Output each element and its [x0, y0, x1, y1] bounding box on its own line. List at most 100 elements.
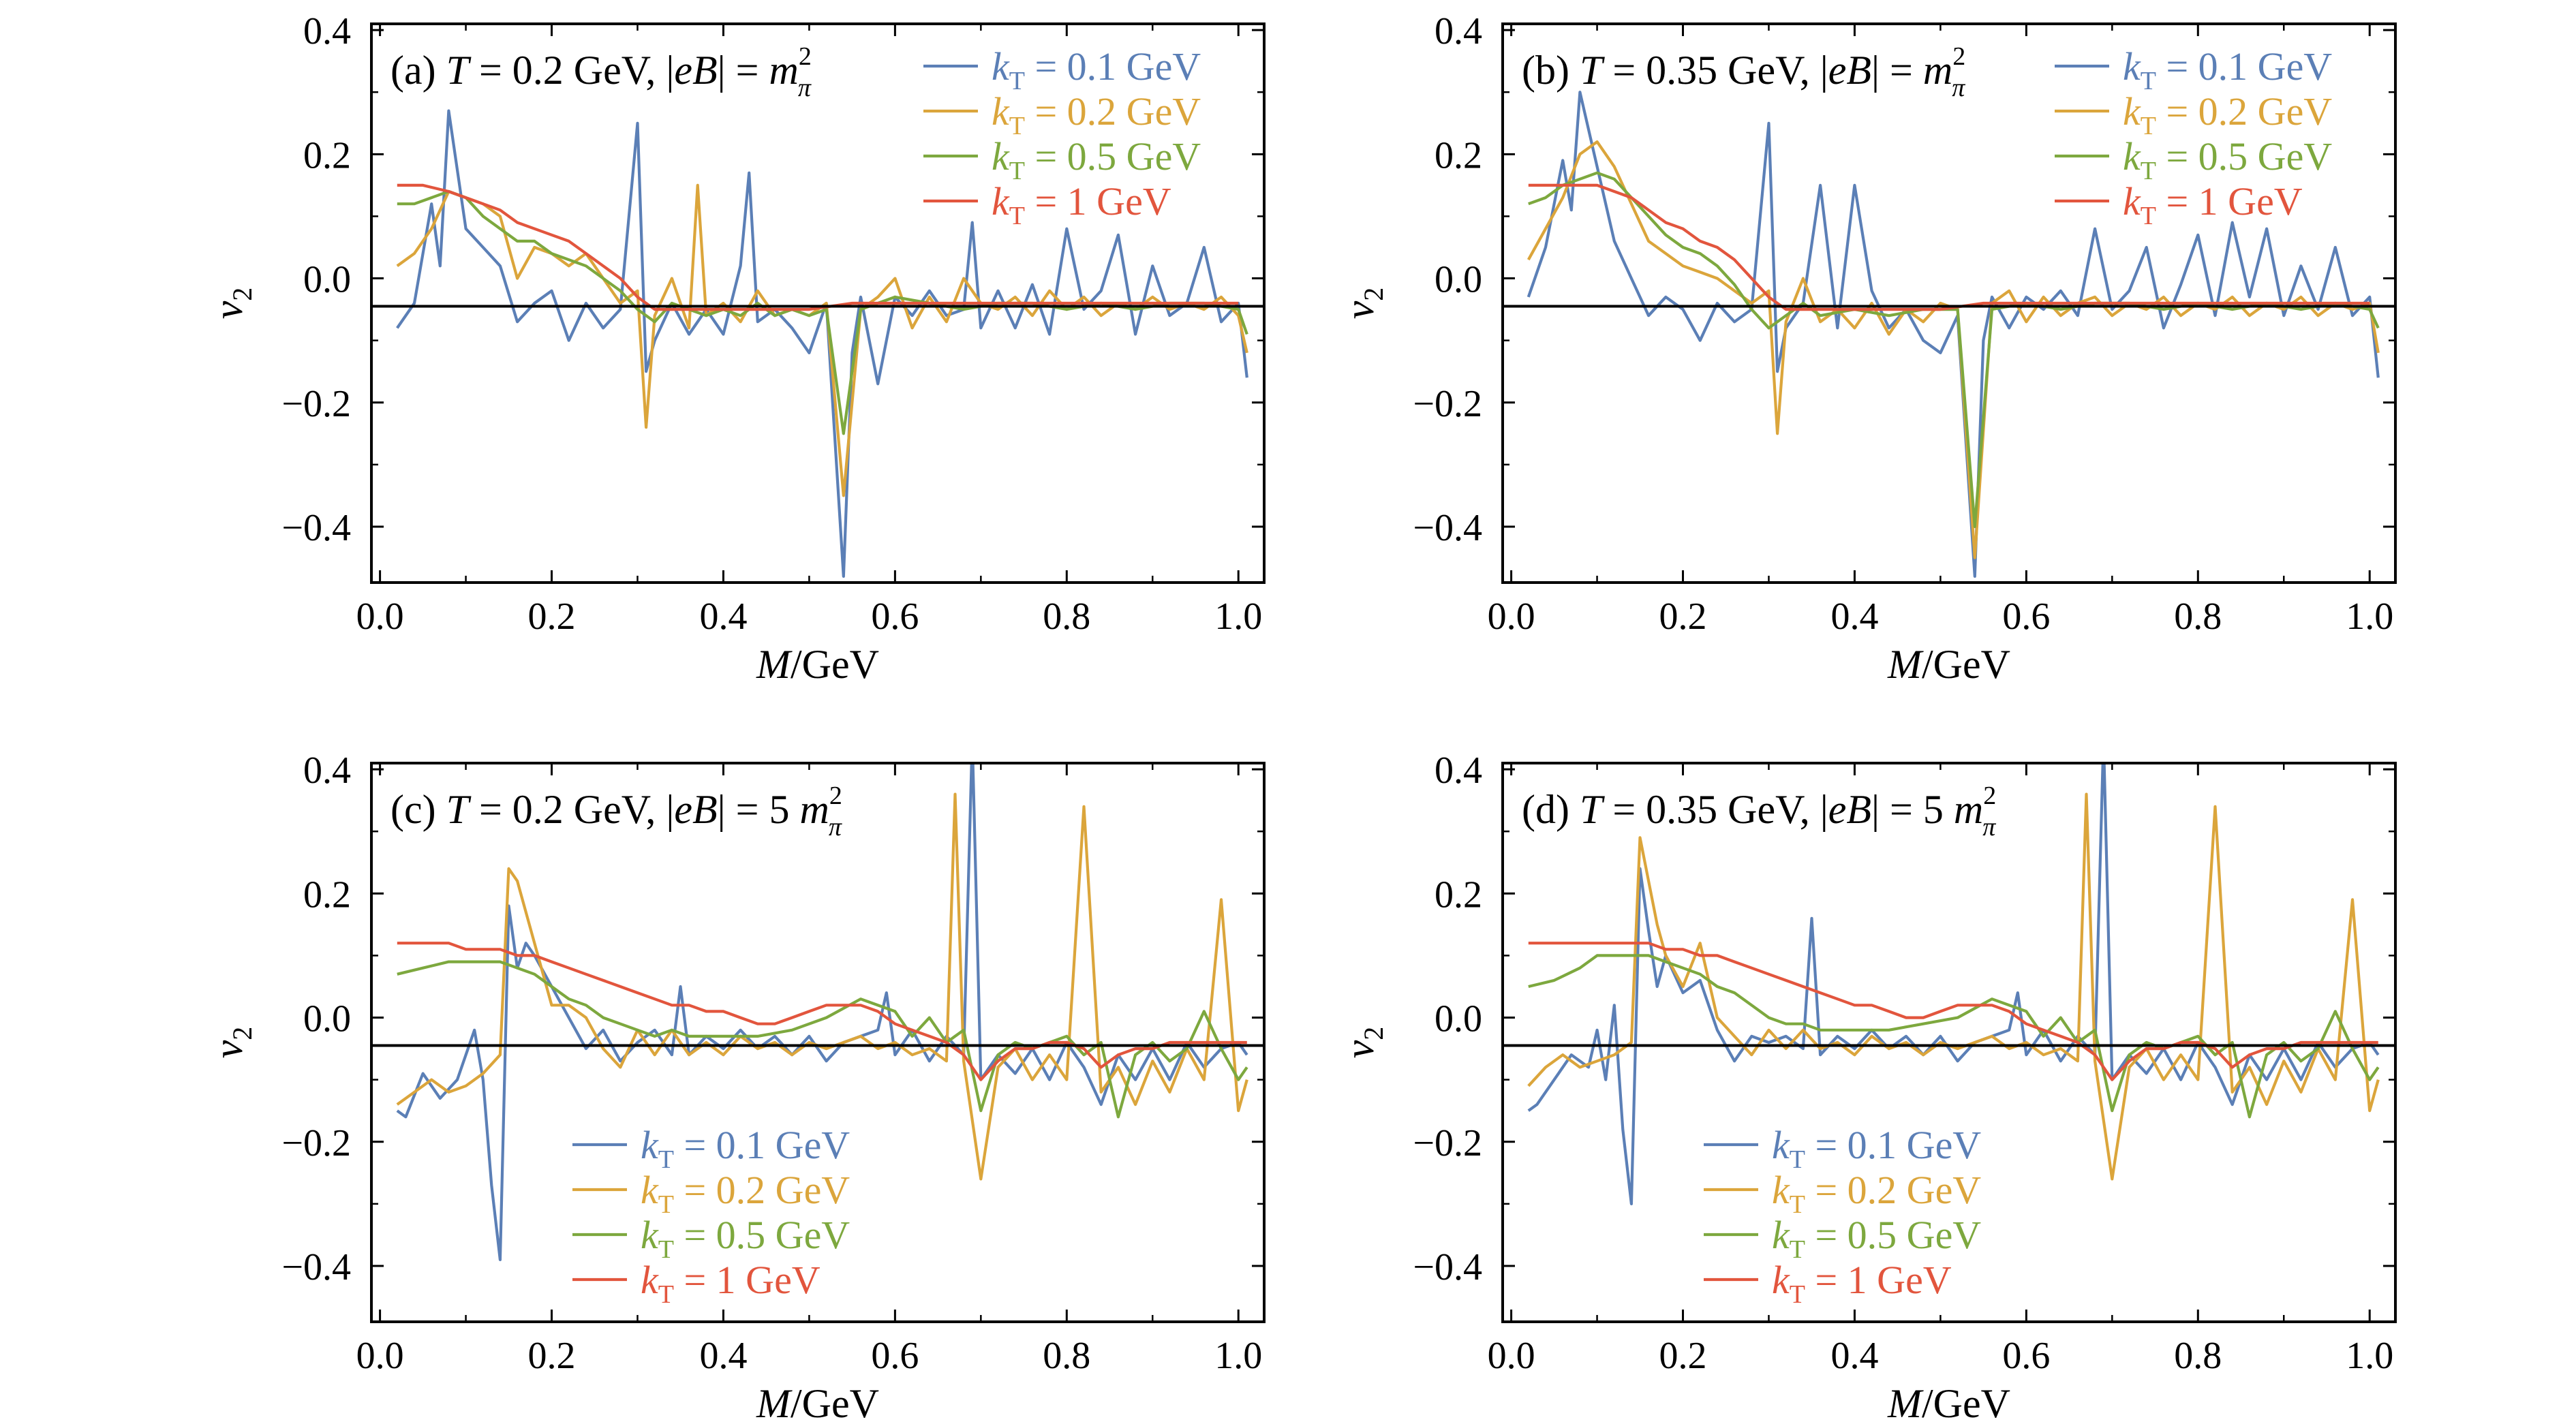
- x-axis-title-var: M: [1887, 642, 1924, 687]
- title-T: T: [446, 48, 472, 93]
- y-tick-label: 0.0: [1435, 259, 1482, 301]
- title-eq2: | = 5: [1871, 787, 1954, 832]
- x-tick-label: 0.6: [2002, 595, 2050, 638]
- title-T: T: [1580, 48, 1605, 93]
- x-axis-title-unit: /GeV: [1922, 642, 2010, 687]
- legend-sub: T: [1790, 1280, 1805, 1309]
- legend-label-kT_0_2: kT = 0.2 GeV: [1772, 1168, 1981, 1219]
- series-line-kT_0_1: [1527, 91, 2380, 578]
- legend-sub: T: [1790, 1190, 1805, 1219]
- y-tick-label: 0.4: [303, 10, 351, 52]
- legend-label-kT_1: kT = 1 GeV: [992, 179, 1171, 230]
- title-eq2: | = 5: [718, 787, 800, 832]
- series-line-kT_0_2: [396, 792, 1248, 1181]
- y-axis-title: v2: [1337, 288, 1389, 320]
- panel-b: 0.0 0.2 0.4 0.6 0.8 1.0 0.4 0.2 0.0 −0.2 −0.4 M/GeV…: [1337, 10, 2397, 687]
- legend-value: = 0.5 GeV: [1805, 1213, 1981, 1257]
- x-axis-title: M/GeV: [1887, 642, 2010, 687]
- legend-sub: T: [1790, 1145, 1805, 1174]
- x-tick-label: 0.0: [356, 1335, 404, 1377]
- legend-value: = 1 GeV: [1805, 1258, 1952, 1302]
- title-eB: eB: [674, 48, 717, 93]
- panel-label: (c): [390, 787, 446, 832]
- plot-frame: [1501, 762, 2397, 1323]
- legend-label-kT_0_1: kT = 0.1 GeV: [1772, 1123, 1981, 1174]
- y-axis-title-sub: 2: [1358, 288, 1389, 301]
- title-eq2: | =: [1871, 48, 1923, 93]
- legend-value: = 1 GeV: [2156, 179, 2303, 223]
- y-tick-label: −0.2: [1413, 1122, 1482, 1164]
- x-tick-label: 0.8: [1043, 595, 1090, 638]
- legend-label-kT_0_5: kT = 0.5 GeV: [2123, 134, 2332, 185]
- y-tick-label: 0.2: [1435, 134, 1482, 176]
- x-axis-title-unit: /GeV: [791, 1381, 879, 1424]
- legend-sub: T: [658, 1235, 674, 1264]
- legend-label-kT_0_1: kT = 0.1 GeV: [992, 44, 1201, 95]
- x-tick-label: 0.6: [871, 595, 919, 638]
- y-tick-label: 0.4: [1435, 749, 1482, 792]
- title-m: m: [800, 787, 829, 832]
- legend-k: k: [641, 1123, 659, 1167]
- legend-label-kT_0_2: kT = 0.2 GeV: [2123, 89, 2332, 140]
- x-axis-title-var: M: [756, 1381, 793, 1424]
- x-tick-label: 0.2: [528, 1335, 576, 1377]
- legend-k: k: [992, 89, 1010, 134]
- title-eq2: | =: [718, 48, 769, 93]
- y-tick-label: 0.0: [1435, 998, 1482, 1040]
- x-axis-title: M/GeV: [756, 642, 879, 687]
- series-line-kT_1: [1528, 183, 2370, 311]
- panel-a: 0.0 0.2 0.4 0.6 0.8 1.0 0.4 0.2 0.0 −0.2 −0.4 M/GeV…: [206, 10, 1266, 687]
- legend-label-kT_1: kT = 1 GeV: [1772, 1258, 1952, 1309]
- legend-k: k: [992, 134, 1010, 179]
- title-m: m: [1923, 48, 1952, 93]
- title-m: m: [1954, 787, 1983, 832]
- legend-sub: T: [658, 1145, 674, 1174]
- series-line-kT_0_5: [1528, 954, 2380, 1119]
- y-axis-title-var: v: [1337, 1040, 1382, 1058]
- x-tick-label: 0.0: [356, 595, 404, 638]
- x-tick-label: 0.8: [2174, 595, 2222, 638]
- series-line-kT_0_2: [396, 183, 1248, 497]
- title-sub: π: [829, 813, 842, 841]
- x-tick-label: 0.4: [699, 595, 747, 638]
- x-axis-title-var: M: [756, 642, 793, 687]
- x-tick-label: 0.6: [871, 1335, 919, 1377]
- series-line-kT_0_5: [1528, 171, 2380, 529]
- x-tick-label: 0.2: [1659, 1335, 1707, 1377]
- series-line-kT_1: [397, 183, 1239, 311]
- legend-value: = 0.5 GeV: [674, 1213, 850, 1257]
- legend-label-kT_0_1: kT = 0.1 GeV: [641, 1123, 850, 1174]
- legend-sub: T: [2141, 67, 2156, 95]
- legend-sub: T: [1009, 157, 1025, 185]
- y-axis-title-sub: 2: [227, 288, 258, 301]
- panel-label: (b): [1522, 48, 1580, 93]
- legend-label-kT_0_2: kT = 0.2 GeV: [641, 1168, 850, 1219]
- legend-value: = 0.2 GeV: [1805, 1168, 1981, 1212]
- x-tick-label: 0.6: [2002, 1335, 2050, 1377]
- title-sub: π: [1952, 74, 1965, 102]
- legend-value: = 0.2 GeV: [674, 1168, 850, 1212]
- title-m: m: [769, 48, 799, 93]
- panel-title: (a) T = 0.2 GeV, |eB| = m2 π: [390, 42, 812, 102]
- title-eB: eB: [1828, 48, 1871, 93]
- title-T: T: [446, 787, 472, 832]
- x-tick-label: 0.0: [1488, 595, 1535, 638]
- title-sup: 2: [1983, 781, 1996, 810]
- y-tick-label: −0.4: [281, 507, 351, 549]
- legend-k: k: [1772, 1213, 1790, 1257]
- y-axis-title: v2: [206, 1027, 258, 1059]
- y-axis-title: v2: [1337, 1027, 1389, 1059]
- x-tick-label: 1.0: [1214, 1335, 1262, 1377]
- panel-label: (d): [1522, 787, 1580, 832]
- title-sub: π: [1982, 813, 1996, 841]
- y-tick-label: 0.2: [1435, 873, 1482, 916]
- x-tick-label: 0.0: [1488, 1335, 1535, 1377]
- legend-sub: T: [658, 1190, 674, 1219]
- legend-value: = 0.1 GeV: [1805, 1123, 1981, 1167]
- legend-sub: T: [1009, 112, 1025, 140]
- legend-sub: T: [1790, 1235, 1805, 1264]
- x-tick-label: 0.4: [1830, 1335, 1878, 1377]
